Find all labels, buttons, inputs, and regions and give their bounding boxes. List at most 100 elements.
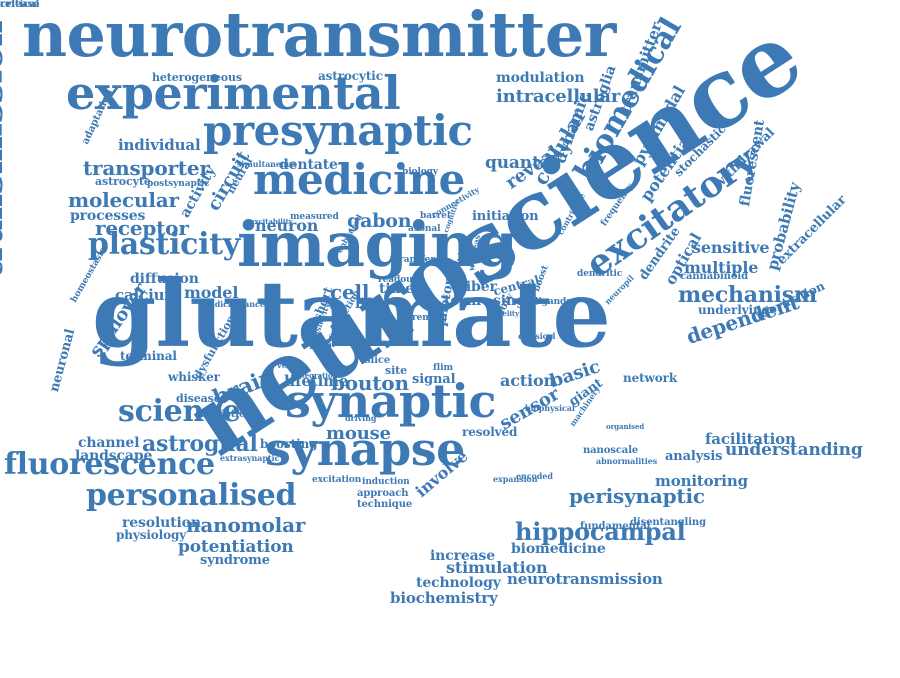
word-realistic: realistic [200,409,245,420]
word-astroglial: astroglial [142,431,258,457]
word-barrel: barrel [420,211,451,221]
word-spatial: spatial [305,339,335,349]
word-hippocampal: hippocampal [515,517,686,546]
word-remain: remain [412,313,448,323]
word-advanced: advanced [229,299,271,309]
word-processes: processes [70,208,146,224]
word-synaptic: synaptic [285,374,497,428]
word-fidelity: fidelity [492,309,520,318]
word-mouse: mouse [326,423,391,444]
word-whisker: whisker [168,370,220,384]
word-organised: organised [606,422,645,431]
word-driving: driving [345,413,377,423]
word-resolution: resolution [122,515,201,531]
word-glutamate: glutamate [92,260,611,368]
word-boosting: boosting [260,437,318,451]
word-integration: integration [294,371,338,380]
word-intracellular: intracellular [496,86,621,107]
word-quantal: quantal [485,153,557,173]
word-release: release [0,0,40,10]
word-medicine: medicine [253,155,465,204]
word-resolved: resolved [462,425,518,439]
word-action: action [500,371,555,390]
word-signal: signal [412,372,456,387]
word-monitoring: monitoring [655,472,748,490]
word-measured: measured [290,212,339,222]
word-site: site [385,364,408,377]
word-time: time [379,281,414,297]
word-biochemistry: biochemistry [390,589,498,607]
word-expansion: expansion [493,474,538,484]
word-personalised: personalised [86,478,297,513]
word-axonal: axonal [408,224,441,234]
word-life: life [355,296,381,312]
word-channel: channel [78,435,140,451]
word-fundamental: fundamental [580,521,651,532]
word-perisynaptic: perisynaptic [569,484,705,508]
word-landscape: landscape [75,448,153,464]
word-simultaneous: simultaneous [237,159,297,169]
word-approach: approach [357,488,409,499]
word-fiber: fiber [460,279,497,295]
word-neurotransmission: neurotransmission [507,570,663,588]
word-disease: disease [176,392,221,405]
word-science: science [118,394,241,429]
word-slice: slice [365,355,391,366]
word-critical: critical [0,0,40,10]
word-neuronal: neuronal [47,327,79,394]
word-excitability: excitability [250,217,293,226]
word-biophysical: biophysical [525,403,575,413]
word-calcium: calcium [115,286,181,304]
word-disentangling: disentangling [630,517,706,528]
word-individual: individual [118,136,201,154]
word-lifetime: lifetime [284,372,349,390]
word-transporter: transporter [83,156,210,180]
word-initiation: initiation [472,209,539,224]
word-cannabinoid: cannabinoid [680,271,749,282]
word-neurotransmitter: neurotransmitter [22,0,616,71]
word-readout: readout [378,275,417,285]
word-stimulation: stimulation [446,558,548,577]
word-imaging: imaging [237,208,518,281]
word-nanomolar: nanomolar [186,513,306,537]
word-extrasynaptic: extrasynaptic [220,453,280,463]
word-neuron: neuron [255,216,319,235]
word-modulation: modulation [496,70,585,86]
word-analysis: analysis [665,449,723,464]
word-plasticity: plasticity [88,227,240,262]
word-vesicle: vesicle [277,360,307,370]
word-excitation: excitation [312,475,362,485]
word-fluorescence: fluorescence [4,447,215,482]
word-heterogeneous: heterogeneous [152,71,242,84]
word-multiple: multiple [684,258,759,277]
word-underlying: underlying [698,303,770,317]
word-physiology: physiology [116,528,187,542]
word-dentate: dentate [279,157,338,173]
word-technology: technology [416,575,501,591]
word-understanding: understanding [725,440,863,460]
word-nanoscale: nanoscale [583,445,639,456]
word-terminal: terminal [120,349,177,363]
word-facilitation: facilitation [705,430,796,448]
word-bouton: bouton [331,371,409,395]
word-network: network [623,371,678,385]
word-synapse: synapse [265,422,465,476]
word-cell: cell [330,280,370,304]
word-indicator: indicator [206,299,247,309]
word-ligands: ligands [535,297,572,307]
word-classical: classical [518,331,556,341]
word-biomedicine: biomedicine [511,541,606,557]
word-biology: biology [402,167,439,177]
word-experimental: experimental [66,66,401,120]
word-transfer: transfer [395,255,435,265]
word-transmission: transmission [0,20,11,278]
word-single: single [493,293,540,309]
word-gabon: gabon [347,210,412,232]
word-receptor: receptor [95,216,189,240]
word-flim: flim [433,363,453,373]
word-syndrome: syndrome [200,553,270,568]
word-astrocytic: astrocytic [318,69,383,83]
word-increase: increase [430,548,496,564]
word-diffusion: diffusion [130,271,199,287]
